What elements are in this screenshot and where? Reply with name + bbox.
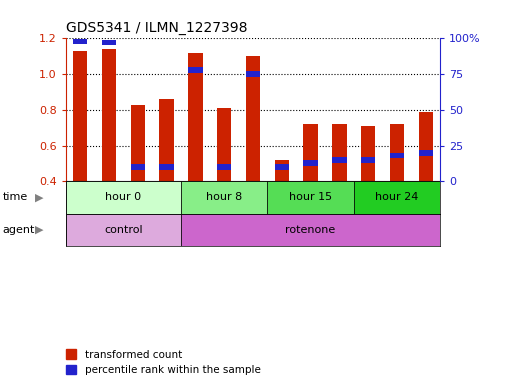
Bar <box>332 157 346 163</box>
Bar <box>66 214 181 246</box>
Bar <box>73 51 87 181</box>
Bar <box>418 112 432 181</box>
Text: agent: agent <box>3 225 35 235</box>
Bar <box>130 164 145 170</box>
Legend: transformed count, percentile rank within the sample: transformed count, percentile rank withi… <box>66 349 260 375</box>
Text: hour 8: hour 8 <box>206 192 242 202</box>
Text: hour 0: hour 0 <box>105 192 141 202</box>
Text: hour 24: hour 24 <box>375 192 418 202</box>
Bar <box>159 164 173 170</box>
Bar <box>360 126 375 181</box>
Text: ▶: ▶ <box>34 225 43 235</box>
Bar <box>418 150 432 156</box>
Bar <box>181 181 267 214</box>
Bar <box>217 108 231 181</box>
Bar <box>188 53 202 181</box>
Bar <box>217 164 231 170</box>
Bar <box>102 49 116 181</box>
Text: control: control <box>104 225 142 235</box>
Bar <box>130 104 145 181</box>
Bar <box>353 181 439 214</box>
Bar <box>102 40 116 45</box>
Text: rotenone: rotenone <box>285 225 335 235</box>
Bar <box>181 214 439 246</box>
Text: GDS5341 / ILMN_1227398: GDS5341 / ILMN_1227398 <box>66 21 247 35</box>
Bar <box>389 153 403 158</box>
Bar <box>188 67 202 73</box>
Bar <box>73 38 87 44</box>
Text: ▶: ▶ <box>34 192 43 202</box>
Text: hour 15: hour 15 <box>288 192 331 202</box>
Text: time: time <box>3 192 28 202</box>
Bar <box>274 160 288 181</box>
Bar <box>303 160 317 166</box>
Bar <box>332 124 346 181</box>
Bar <box>303 124 317 181</box>
Bar <box>159 99 173 181</box>
Bar <box>66 181 181 214</box>
Bar <box>245 71 260 77</box>
Bar <box>245 56 260 181</box>
Bar <box>267 181 353 214</box>
Bar <box>274 164 288 170</box>
Bar <box>360 157 375 163</box>
Bar <box>389 124 403 181</box>
